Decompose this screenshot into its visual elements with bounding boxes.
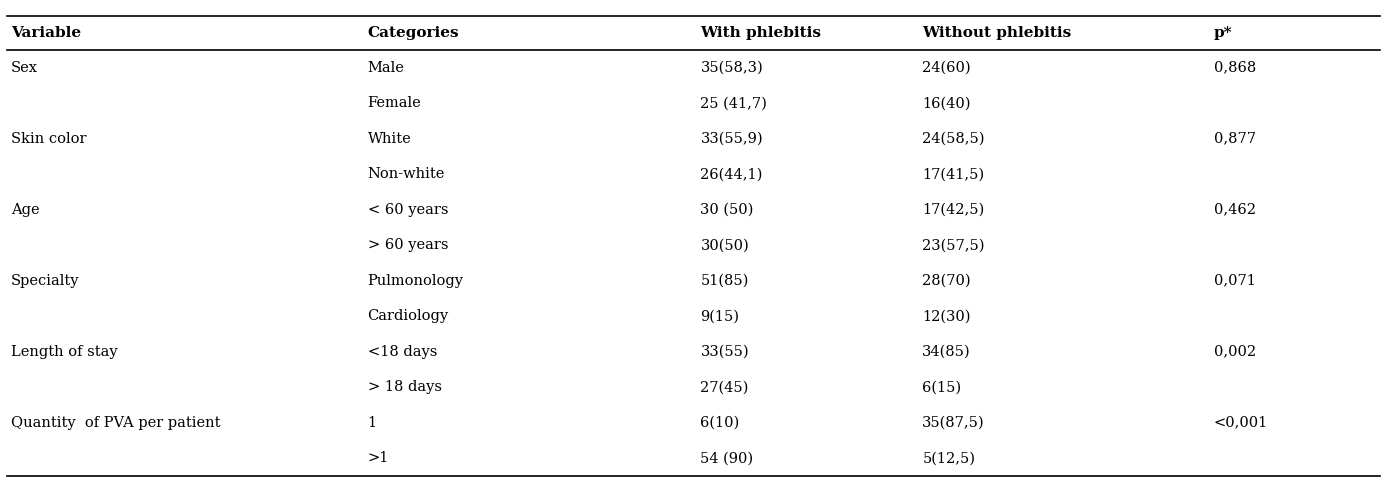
Text: < 60 years: < 60 years [368,203,448,217]
Text: Quantity  of PVA per patient: Quantity of PVA per patient [11,416,221,430]
Text: Categories: Categories [368,26,459,40]
Text: 34(85): 34(85) [922,345,971,359]
Text: 5(12,5): 5(12,5) [922,451,975,465]
Text: Without phlebitis: Without phlebitis [922,26,1072,40]
Text: 28(70): 28(70) [922,274,971,288]
Text: > 18 days: > 18 days [368,380,441,394]
Text: Length of stay: Length of stay [11,345,118,359]
Text: With phlebitis: With phlebitis [700,26,821,40]
Text: 12(30): 12(30) [922,309,971,323]
Text: Sex: Sex [11,61,37,75]
Text: 17(41,5): 17(41,5) [922,167,985,181]
Text: 24(58,5): 24(58,5) [922,132,985,146]
Text: 17(42,5): 17(42,5) [922,203,985,217]
Text: 1: 1 [368,416,377,430]
Text: > 60 years: > 60 years [368,238,448,252]
Text: Female: Female [368,96,422,110]
Text: Skin color: Skin color [11,132,86,146]
Text: 35(87,5): 35(87,5) [922,416,985,430]
Text: 23(57,5): 23(57,5) [922,238,985,252]
Text: >1: >1 [368,451,388,465]
Text: Cardiology: Cardiology [368,309,448,323]
Text: 0,877: 0,877 [1214,132,1255,146]
Text: 35(58,3): 35(58,3) [700,61,763,75]
Text: White: White [368,132,412,146]
Text: 30(50): 30(50) [700,238,749,252]
Text: 0,002: 0,002 [1214,345,1255,359]
Text: Pulmonology: Pulmonology [368,274,463,288]
Text: 30 (50): 30 (50) [700,203,753,217]
Text: Variable: Variable [11,26,82,40]
Text: <18 days: <18 days [368,345,437,359]
Text: 33(55,9): 33(55,9) [700,132,763,146]
Text: 51(85): 51(85) [700,274,749,288]
Text: 54 (90): 54 (90) [700,451,753,465]
Text: 6(10): 6(10) [700,416,739,430]
Text: p*: p* [1214,26,1232,40]
Text: 24(60): 24(60) [922,61,971,75]
Text: 9(15): 9(15) [700,309,739,323]
Text: 27(45): 27(45) [700,380,749,394]
Text: 25 (41,7): 25 (41,7) [700,96,767,110]
Text: 16(40): 16(40) [922,96,971,110]
Text: Male: Male [368,61,405,75]
Text: 6(15): 6(15) [922,380,961,394]
Text: 0,071: 0,071 [1214,274,1255,288]
Text: <0,001: <0,001 [1214,416,1268,430]
Text: 26(44,1): 26(44,1) [700,167,763,181]
Text: 0,462: 0,462 [1214,203,1255,217]
Text: 0,868: 0,868 [1214,61,1255,75]
Text: Non-white: Non-white [368,167,445,181]
Text: 33(55): 33(55) [700,345,749,359]
Text: Specialty: Specialty [11,274,79,288]
Text: Age: Age [11,203,40,217]
